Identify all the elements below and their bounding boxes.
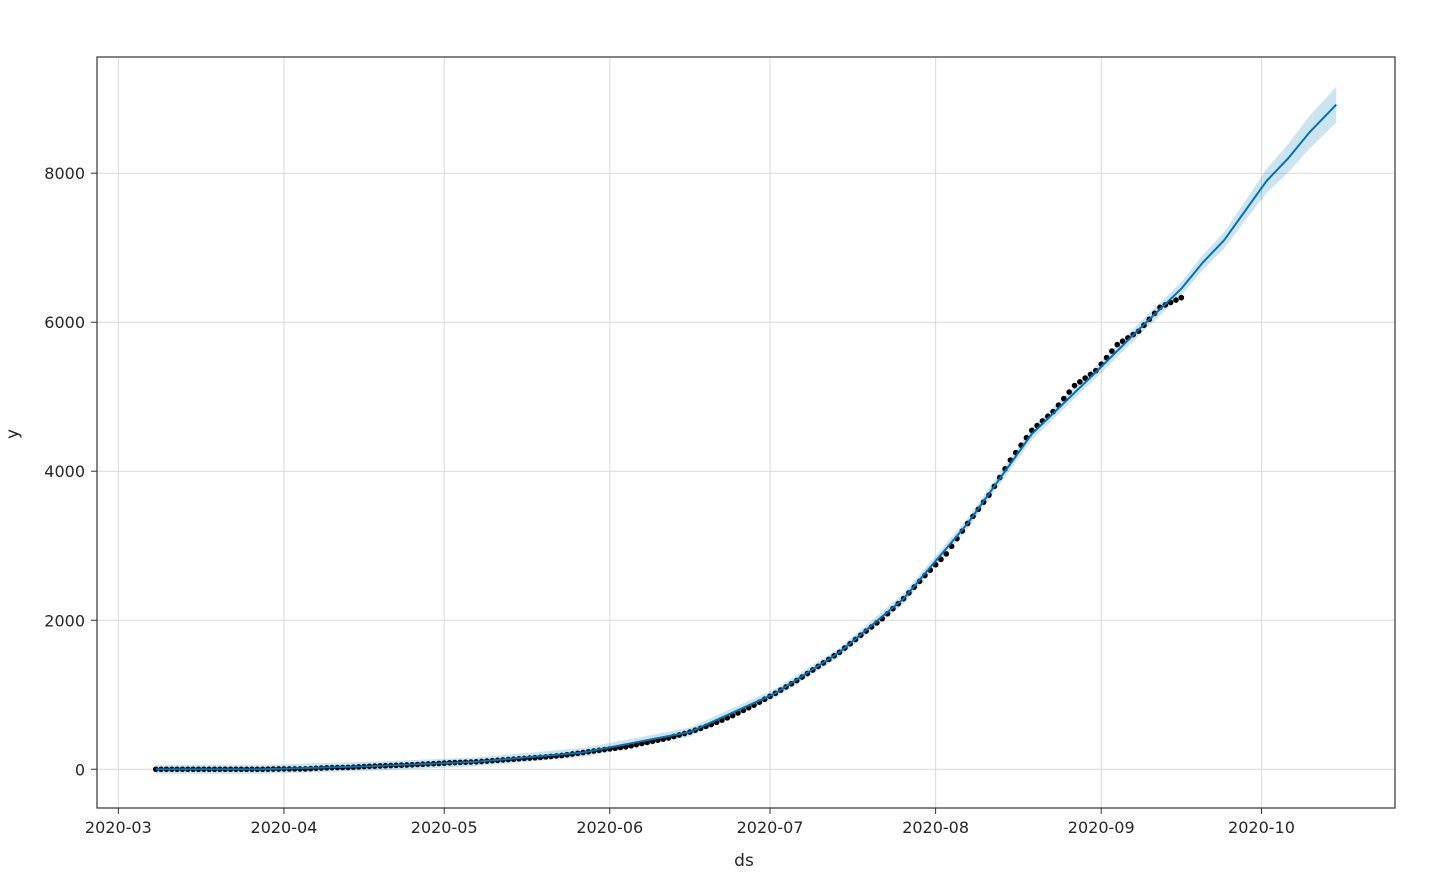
forecast-line	[155, 103, 1337, 771]
x-tick-label: 2020-07	[737, 818, 804, 837]
x-tick-label: 2020-10	[1228, 818, 1295, 837]
x-axis-label: ds	[734, 851, 754, 871]
observed-point	[1173, 297, 1179, 303]
observed-point	[1077, 379, 1083, 385]
x-tick-label: 2020-08	[902, 818, 969, 837]
x-tick-label: 2020-04	[251, 818, 318, 837]
observed-point	[938, 556, 944, 563]
observed-point	[1114, 341, 1121, 348]
grid	[97, 57, 1395, 808]
observed-point	[1119, 338, 1126, 345]
uncertainty-band	[155, 86, 1337, 774]
observed-point	[943, 551, 950, 557]
observed-points	[152, 294, 1185, 773]
x-axis: 2020-03 2020-04 2020-05 2020-06 2020-07 2020-…	[85, 808, 1295, 837]
y-tick-label: 4000	[44, 462, 85, 481]
y-axis: 0 2000 4000 6000 8000	[44, 164, 97, 779]
x-tick-label: 2020-03	[85, 818, 152, 837]
observed-point	[1061, 395, 1067, 402]
plot-frame	[96, 56, 1396, 809]
y-tick-label: 8000	[44, 164, 85, 183]
x-tick-label: 2020-05	[411, 818, 478, 837]
observed-point	[1082, 375, 1088, 381]
observed-point	[1066, 389, 1072, 395]
y-tick-label: 0	[75, 760, 85, 779]
y-axis-label: y	[3, 429, 23, 439]
x-tick-label: 2020-06	[576, 818, 643, 837]
observed-point	[1109, 348, 1115, 354]
observed-point	[1178, 294, 1185, 301]
observed-point	[1071, 382, 1078, 389]
x-tick-label: 2020-09	[1068, 818, 1135, 837]
y-tick-label: 2000	[44, 611, 85, 630]
y-tick-label: 6000	[44, 313, 85, 332]
